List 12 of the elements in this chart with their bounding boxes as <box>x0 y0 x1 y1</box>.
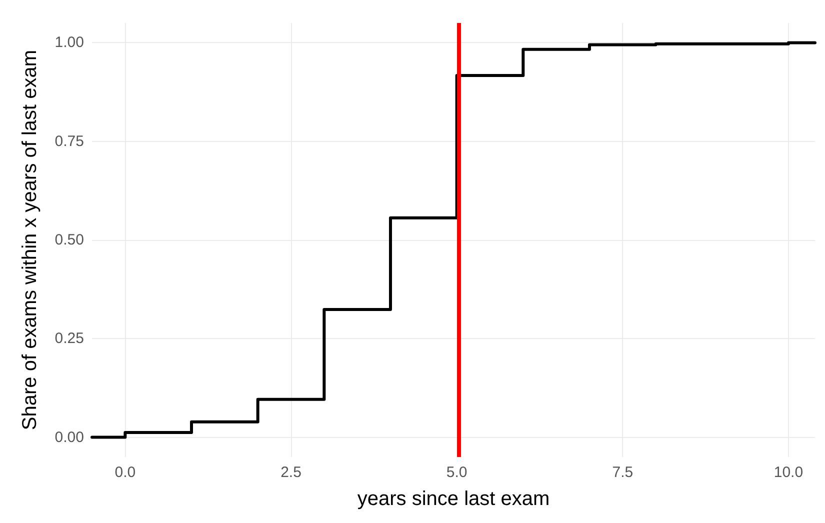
x-tick-label: 10.0 <box>774 464 804 481</box>
y-tick-label: 0.25 <box>54 330 84 348</box>
x-tick-label: 0.0 <box>114 464 136 481</box>
x-tick-label: 5.0 <box>446 464 468 481</box>
y-tick-label: 0.50 <box>54 232 84 248</box>
y-tick-label: 0.75 <box>54 132 84 150</box>
x-tick-label: 2.5 <box>280 464 302 481</box>
y-axis-title: Share of exams within x years of last exam <box>19 50 41 430</box>
x-axis-title: years since last exam <box>357 488 550 510</box>
y-tick-label: 0.00 <box>54 428 84 446</box>
x-tick-label: 7.5 <box>612 464 634 481</box>
y-tick-label: 1.00 <box>54 34 84 52</box>
